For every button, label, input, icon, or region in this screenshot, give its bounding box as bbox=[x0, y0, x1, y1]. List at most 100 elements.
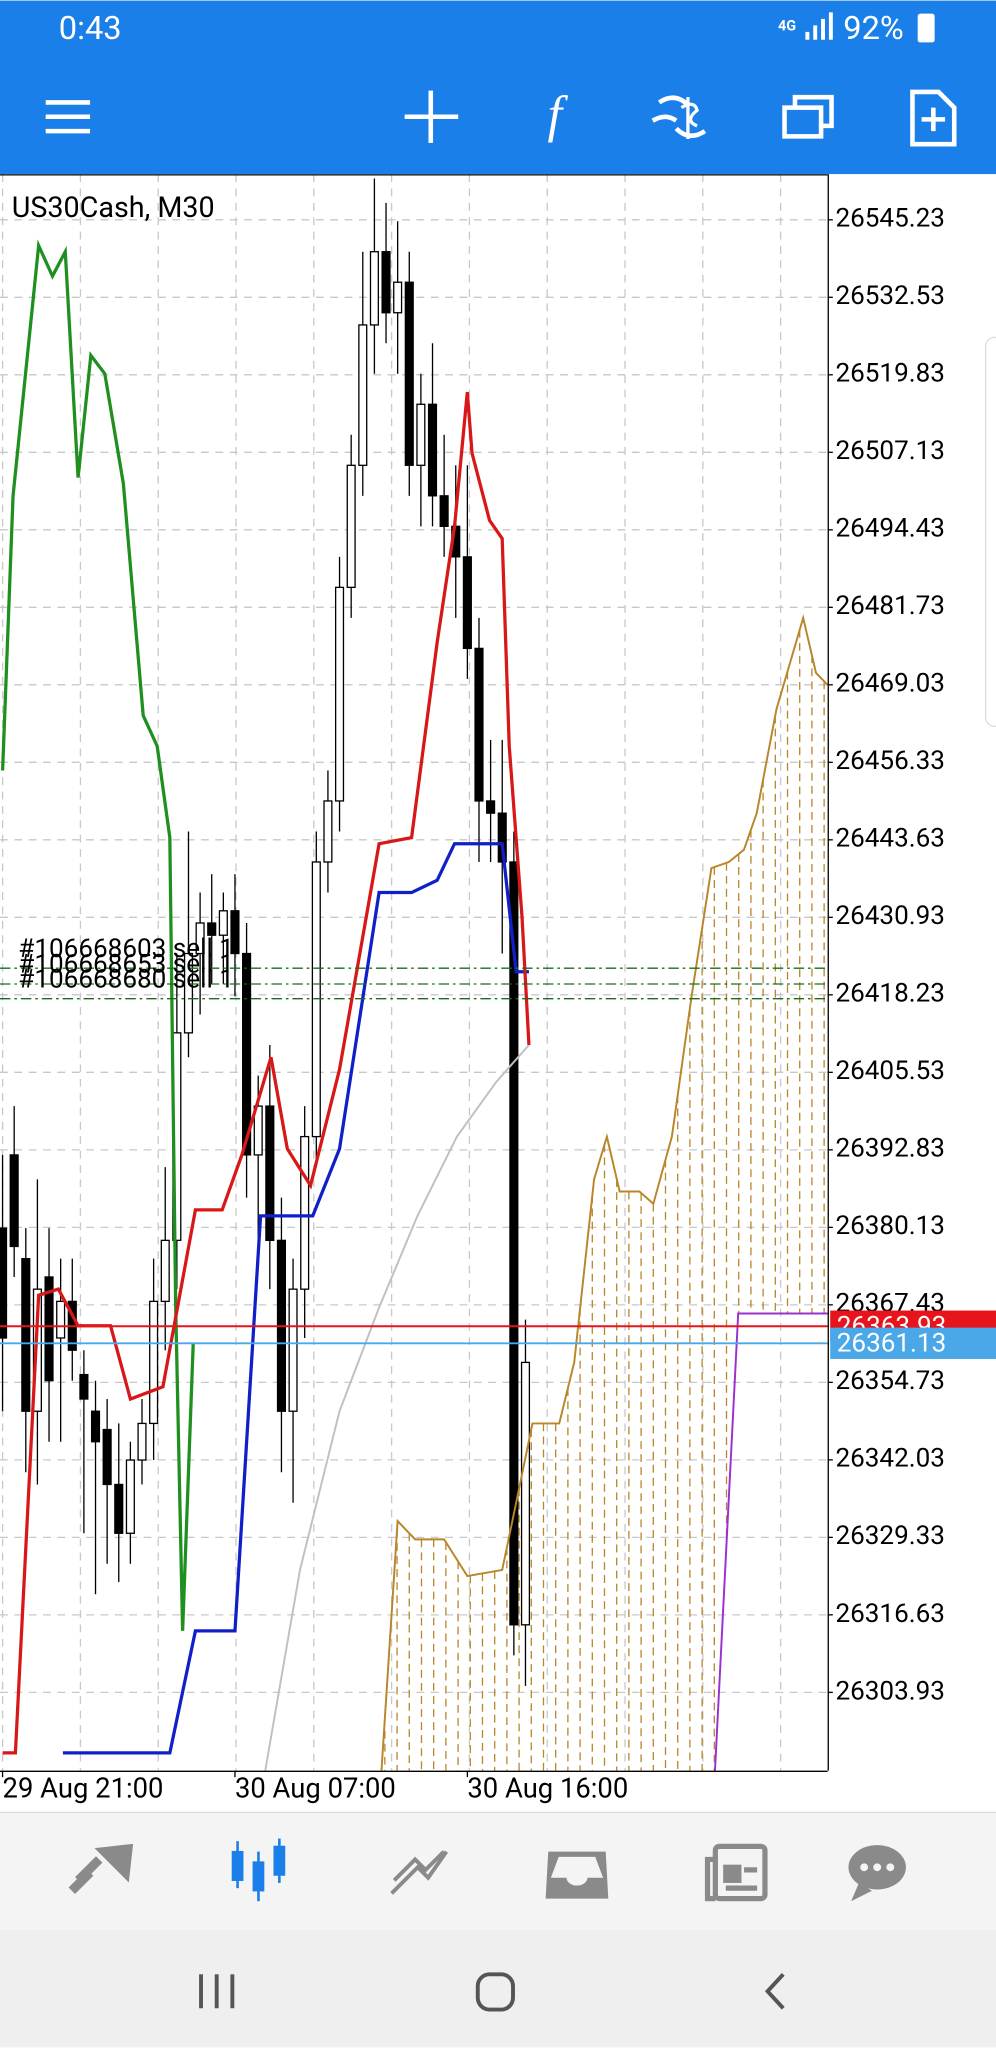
candle-body bbox=[474, 647, 484, 802]
indicator-line bbox=[380, 614, 828, 1771]
candle-body bbox=[265, 1105, 275, 1241]
y-tick-label: 26329.33 bbox=[835, 1521, 945, 1551]
order-label: #106668653 sell 1 bbox=[18, 950, 234, 980]
battery-level: 92% bbox=[843, 9, 904, 47]
status-time: 0:43 bbox=[59, 9, 122, 47]
y-tick-label: 26342.03 bbox=[835, 1444, 945, 1474]
indicator-line bbox=[264, 1044, 530, 1771]
y-tick-label: 26545.23 bbox=[835, 204, 945, 234]
candle-body bbox=[160, 1239, 170, 1303]
y-tick-label: 26316.63 bbox=[835, 1599, 945, 1629]
candle-body bbox=[288, 1288, 298, 1412]
candle-body bbox=[369, 251, 379, 326]
axes: 26545.23 26532.53 26519.83 26507.13 26494.43… bbox=[1, 204, 996, 1804]
y-tick-label: 26303.93 bbox=[835, 1676, 945, 1706]
candle-body bbox=[90, 1410, 101, 1443]
y-tick-label: 26469.03 bbox=[835, 669, 945, 699]
candle-body bbox=[102, 1428, 112, 1486]
candle-body bbox=[334, 586, 345, 802]
candle-body bbox=[427, 403, 438, 497]
battery-icon bbox=[917, 13, 935, 43]
chart-title: US30Cash, M30 bbox=[12, 191, 215, 225]
chat-tab[interactable] bbox=[848, 1845, 906, 1902]
price-tag-label: 26361.13 bbox=[837, 1328, 947, 1358]
candle-body bbox=[462, 556, 472, 650]
y-tick-label: 26380.13 bbox=[835, 1211, 945, 1241]
y-tick-label: 26456.33 bbox=[835, 746, 945, 776]
candle-body bbox=[439, 495, 449, 527]
system-nav bbox=[0, 1929, 996, 2048]
candle-body bbox=[149, 1300, 159, 1425]
candle-body bbox=[114, 1483, 124, 1534]
candle-body bbox=[79, 1373, 89, 1400]
x-tick-label: 29 Aug 21:00 bbox=[3, 1772, 164, 1804]
candle-body bbox=[195, 922, 205, 955]
candle-body bbox=[497, 812, 507, 863]
x-tick-label: 30 Aug 16:00 bbox=[467, 1772, 628, 1804]
new-order-button[interactable] bbox=[910, 89, 957, 147]
history-tab[interactable] bbox=[545, 1851, 609, 1899]
candle-body bbox=[323, 800, 333, 863]
candle-body bbox=[56, 1300, 66, 1339]
candle-body bbox=[416, 403, 426, 466]
candle-body bbox=[300, 1135, 310, 1290]
candle-body bbox=[230, 910, 240, 955]
x-tick-label: 30 Aug 07:00 bbox=[235, 1772, 396, 1804]
candle-body bbox=[44, 1276, 54, 1382]
bottom-nav bbox=[0, 1812, 996, 1930]
home-button[interactable] bbox=[475, 1972, 515, 2012]
candle-body bbox=[21, 1258, 31, 1412]
y-tick-label: 26532.53 bbox=[835, 281, 945, 311]
y-tick-label: 26494.43 bbox=[835, 514, 945, 544]
candle-body bbox=[253, 1105, 263, 1156]
y-tick-label: 26405.53 bbox=[835, 1056, 945, 1086]
candle-body bbox=[404, 281, 414, 466]
trade-button[interactable] bbox=[651, 95, 707, 139]
candle-body bbox=[218, 910, 228, 936]
indicator-line bbox=[0, 239, 195, 1631]
news-tab[interactable] bbox=[704, 1843, 768, 1902]
order-label: #106668603 sell 1 bbox=[18, 934, 234, 964]
price-tag bbox=[830, 1327, 996, 1359]
chart-tab[interactable] bbox=[231, 1838, 286, 1902]
crosshair-button[interactable] bbox=[404, 90, 459, 143]
candle-body bbox=[520, 1361, 531, 1626]
y-tick-label: 26481.73 bbox=[835, 591, 945, 621]
plot bbox=[0, 178, 828, 1771]
menu-button[interactable] bbox=[45, 100, 91, 134]
order-label: #106668680 sell 1 bbox=[18, 964, 234, 994]
y-tick-label: 26430.93 bbox=[835, 901, 945, 931]
candle-body bbox=[509, 861, 519, 1626]
candle-body bbox=[393, 281, 403, 314]
quotes-tab[interactable] bbox=[68, 1843, 134, 1894]
candle-body bbox=[242, 952, 252, 1156]
y-tick-label: 26443.63 bbox=[835, 824, 945, 854]
candle-body bbox=[207, 922, 217, 936]
windows-button[interactable] bbox=[782, 94, 834, 139]
candle-body bbox=[0, 1227, 8, 1339]
y-tick-label: 26354.73 bbox=[835, 1366, 945, 1396]
trade-tab[interactable] bbox=[390, 1850, 449, 1895]
candle-body bbox=[125, 1459, 135, 1534]
candle-body bbox=[346, 464, 356, 589]
indicator-line bbox=[714, 1312, 828, 1771]
y-tick-label: 26392.83 bbox=[835, 1134, 945, 1164]
side-handle[interactable] bbox=[984, 336, 996, 728]
recents-button[interactable] bbox=[199, 1974, 235, 2009]
candle-body bbox=[486, 800, 496, 814]
candle-body bbox=[9, 1154, 19, 1248]
signal-icon bbox=[805, 12, 833, 40]
y-tick-label: 26519.83 bbox=[835, 359, 945, 389]
candle-body bbox=[183, 952, 194, 1034]
candle-body bbox=[358, 324, 368, 466]
network-type: 4G bbox=[778, 17, 796, 34]
chart-area bbox=[0, 174, 996, 1813]
y-tick-label: 26418.23 bbox=[835, 979, 945, 1009]
back-button[interactable] bbox=[764, 1972, 785, 2010]
candle-body bbox=[381, 251, 391, 314]
candle-body bbox=[137, 1422, 147, 1461]
indicator-line bbox=[62, 842, 529, 1755]
y-tick-label: 26507.13 bbox=[835, 436, 945, 466]
